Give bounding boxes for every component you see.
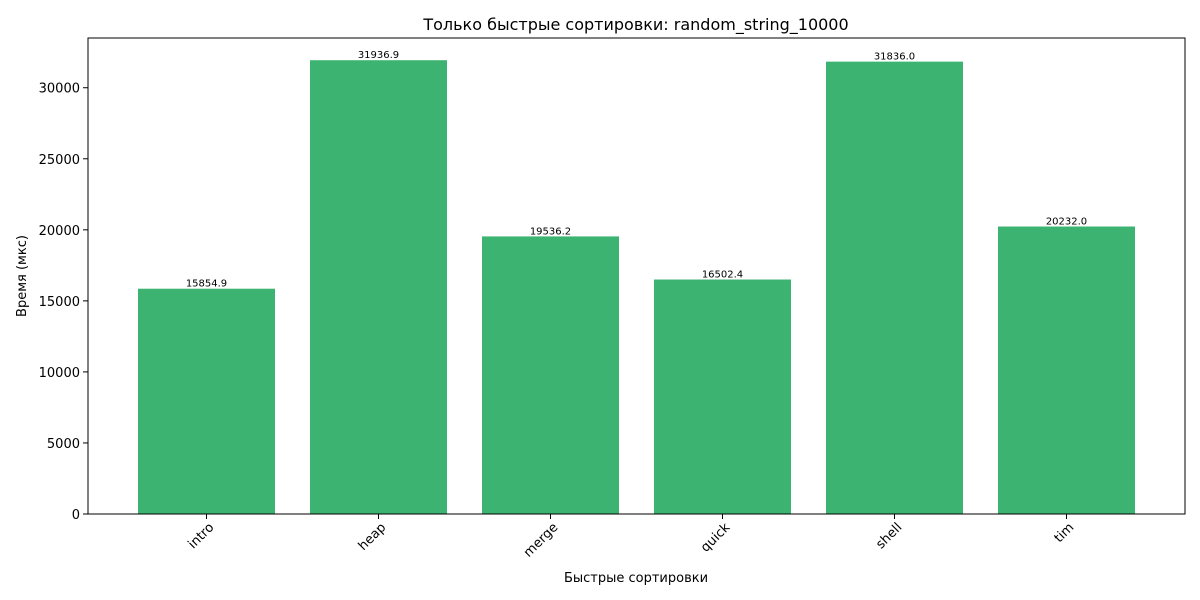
x-tick-label-intro: intro — [186, 520, 218, 552]
x-tick-label-quick: quick — [698, 520, 734, 556]
y-tick-label-15000: 15000 — [39, 295, 80, 310]
y-tick-label-30000: 30000 — [39, 82, 80, 97]
x-tick-label-shell: shell — [873, 520, 905, 552]
bar-heap — [310, 60, 447, 514]
data-label-heap: 31936.9 — [358, 50, 399, 61]
x-axis-label: Быстрые сортировки — [564, 571, 708, 586]
y-tick-label-20000: 20000 — [39, 224, 80, 239]
x-tick-label-merge: merge — [521, 520, 561, 560]
bar-quick — [654, 279, 791, 514]
data-label-shell: 31836.0 — [874, 52, 915, 63]
bar-shell — [826, 61, 963, 514]
bar-merge — [482, 236, 619, 514]
bars-group: 15854.9 31936.9 19536.2 16502.4 31836.0 20232… — [138, 50, 1135, 514]
y-tick-label-0: 0 — [72, 508, 80, 523]
x-tick-label-tim: tim — [1052, 520, 1078, 546]
bar-tim — [998, 226, 1135, 514]
plot-area-frame — [87, 37, 1186, 515]
data-label-merge: 19536.2 — [530, 226, 571, 237]
y-axis-label: Время (мкс) — [15, 235, 30, 317]
x-tick-label-heap: heap — [356, 520, 390, 554]
bar-intro — [138, 288, 275, 514]
y-tick-label-5000: 5000 — [47, 437, 80, 452]
y-axis-ticks: 0 5000 10000 15000 20000 25000 30000 — [39, 82, 88, 523]
chart-title: Только быстрые сортировки: random_string… — [422, 15, 848, 35]
y-tick-label-10000: 10000 — [39, 366, 80, 381]
x-axis-ticks: intro heap merge quick shell tim — [186, 514, 1078, 561]
data-label-intro: 15854.9 — [186, 279, 227, 290]
data-label-tim: 20232.0 — [1046, 217, 1087, 228]
data-label-quick: 16502.4 — [702, 270, 743, 281]
y-tick-label-25000: 25000 — [39, 153, 80, 168]
